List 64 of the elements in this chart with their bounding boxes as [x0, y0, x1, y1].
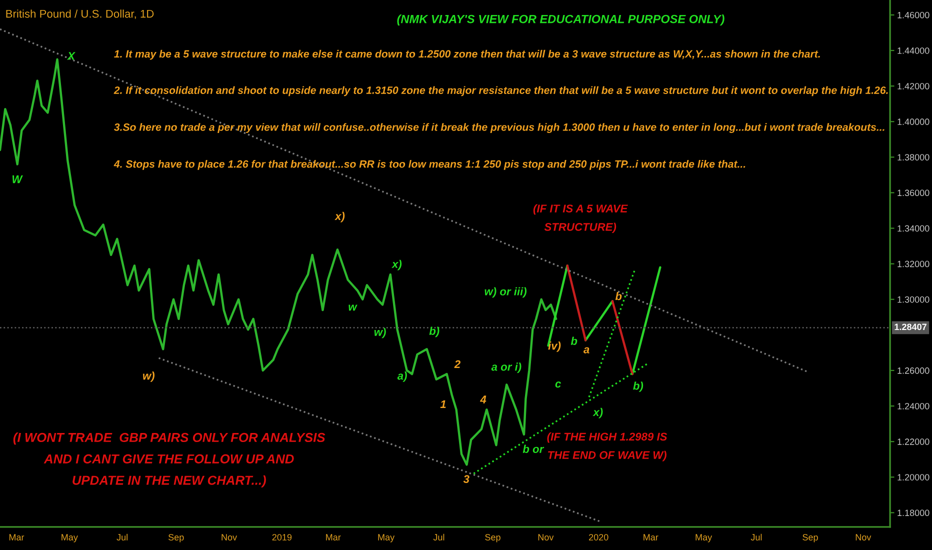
annotation: W [12, 175, 23, 184]
annotation: 2 [454, 360, 460, 368]
annotation: a) [397, 372, 407, 382]
annotation: 3 [463, 475, 470, 483]
y-tick-label: 1.22000 [898, 438, 930, 445]
ref-line-label: 1.28407 [894, 324, 926, 330]
x-tick-label: Sep [485, 534, 500, 542]
annotation: a [584, 347, 590, 354]
y-tick-label: 1.30000 [898, 296, 930, 303]
annotation: b) [429, 326, 440, 338]
y-tick-label: 1.24000 [898, 402, 930, 410]
annotation: 1 [440, 400, 446, 408]
x-tick-label: Sep [168, 534, 184, 542]
annotation: X [66, 52, 76, 60]
x-tick-label: May [378, 534, 395, 542]
annotation: x) [334, 212, 345, 222]
annotation: w) [143, 372, 154, 382]
x-tick-label: 2020 [588, 534, 608, 540]
x-tick-label: May [62, 534, 78, 542]
annotation: (IF THE HIGH 1.2989 IS THE END OF WAVE W) [547, 432, 668, 462]
annotation: 1. It may be a 5 wave structure to make else it came down to 1.2500 zone then that will be a 3 wave structure as W,X,Y...as shown in the chart. [114, 50, 820, 60]
x-tick-label: Jul [433, 534, 444, 540]
annotation: b or [522, 444, 544, 453]
annotation: c [555, 382, 561, 388]
annotation: w [348, 304, 358, 311]
y-tick-label: 1.38000 [898, 154, 930, 161]
annotation: x) [392, 260, 402, 270]
annotation: b) [633, 382, 644, 392]
annotation: (IF IT IS A 5 WAVE STRUCTURE) [533, 204, 628, 234]
annotation: w) [374, 328, 386, 338]
x-tick-label: May [696, 534, 712, 542]
text: British Pound / U.S. Dollar, 1D [6, 10, 154, 20]
x-tick-label: Nov [222, 534, 238, 540]
annotation: a or i) [491, 362, 522, 373]
y-tick-label: 1.40000 [898, 118, 930, 125]
annotation: 4. Stops have to place 1.26 for that breakout...so RR is too low means 1:1 250 pis stop and 250 pips TP...i wont trade like that... [114, 160, 746, 170]
annotation: 4 [480, 396, 486, 404]
annotation: (I WONT TRADE GBP PAIRS ONLY FOR ANALYSIS AND I CANT GIVE THE FOLLOW UP AND UPDATE IN THE NEW CHART...) [13, 432, 326, 488]
annotation: 2. If it consolidation and shoot to upside nearly to 1.3150 zone the major resistance then that will be a 5 wave structure but it wont to overlap the high 1.26. [114, 86, 888, 96]
x-tick-label: Jul [116, 534, 128, 540]
x-tick-label: Nov [538, 534, 554, 540]
annotation: 3.So here no trade a per my view that will confuse..otherwise if it break the previous high 1.3000 then u have to enter in long...but i wont trade breakouts... [114, 123, 884, 133]
x-tick-label: 2019 [272, 534, 292, 540]
y-tick-label: 1.36000 [898, 190, 930, 196]
annotation: w) or iii) [484, 287, 527, 298]
y-tick-label: 1.18000 [898, 510, 930, 516]
annotation: iv) [548, 342, 561, 352]
annotation: b [570, 336, 578, 345]
y-tick-label: 1.34000 [898, 225, 930, 232]
annotation: b [615, 292, 622, 300]
y-tick-label: 1.44000 [898, 47, 930, 54]
y-tick-label: 1.32000 [898, 260, 930, 268]
y-tick-label: 1.20000 [898, 474, 930, 480]
x-tick-label: Nov [856, 534, 872, 540]
x-tick-label: Jul [750, 534, 762, 540]
x-tick-label: Mar [644, 534, 658, 540]
y-tick-label: 1.26000 [898, 367, 930, 374]
x-tick-label: Mar [326, 534, 341, 540]
annotation: (NMK VIJAY'S VIEW FOR EDUCATIONAL PURPOSE ONLY) [397, 14, 724, 26]
annotation: x) [592, 408, 603, 418]
x-tick-label: Mar [9, 534, 24, 540]
y-tick-label: 1.46000 [898, 12, 930, 18]
x-tick-label: Sep [802, 534, 818, 542]
y-tick-label: 1.42000 [898, 83, 930, 90]
